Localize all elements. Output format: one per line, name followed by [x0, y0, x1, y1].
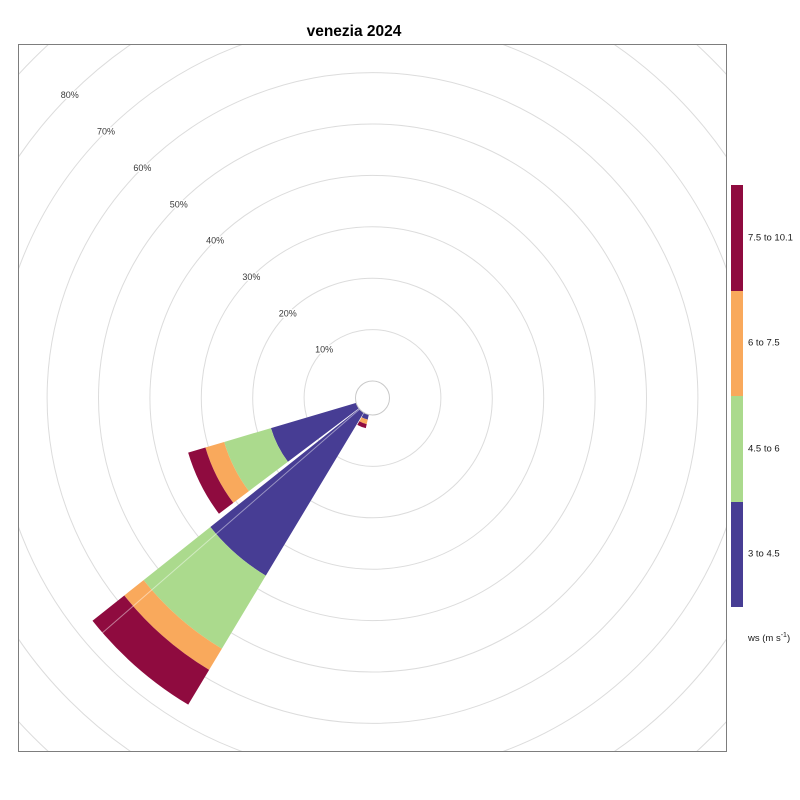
legend-caption-base: ws (m s [748, 633, 781, 645]
wedge-sw-bin3 [92, 595, 210, 705]
rose-svg: 10% 20% 30% 40% 50% 60% 70% 80% [19, 45, 726, 751]
wedge-sw-bin0 [210, 408, 364, 576]
grid-ring [46, 72, 699, 724]
wedge-wsw-bin0 [270, 402, 359, 462]
wedge-ssw-bin2 [359, 417, 368, 425]
wedge-seam-line [102, 408, 360, 634]
grid-ring [200, 226, 545, 570]
calm-circle [355, 380, 390, 416]
legend-swatch [731, 185, 743, 291]
page-title: venezia 2024 [306, 23, 402, 40]
radial-tick-label: 40% [206, 236, 224, 246]
legend-caption-end: ) [786, 633, 791, 645]
grid-ring [303, 329, 442, 467]
legend-label: 3 to 4.5 [748, 548, 780, 560]
legend-caption-sup: -1 [780, 632, 787, 639]
wedge-sw-bin2 [124, 580, 222, 670]
radial-tick-label: 20% [279, 308, 297, 318]
legend-label: 7.5 to 10.1 [748, 232, 793, 244]
legend-swatch [731, 501, 743, 607]
radial-tick-label: 30% [242, 272, 260, 282]
grid-ring [252, 277, 493, 519]
wedge-ssw-bin3 [357, 421, 367, 429]
wedge-sw-bin1 [143, 526, 266, 649]
radial-tick-label: 80% [61, 90, 79, 100]
wedge-wsw-bin2 [205, 441, 249, 503]
grid-ring [149, 174, 596, 622]
radial-tick-label: 50% [170, 199, 188, 209]
wedge-wsw-bin1 [224, 428, 288, 492]
legend-caption: ws (m s-1) [748, 632, 790, 644]
radial-tick-label: 60% [133, 163, 151, 173]
legend-swatch [731, 290, 743, 396]
wedge-wsw-bin3 [188, 447, 234, 514]
radial-tick-label: 10% [315, 345, 333, 355]
legend-label: 6 to 7.5 [748, 337, 780, 349]
radial-tick-label: 70% [97, 127, 115, 137]
plot-area: 10% 20% 30% 40% 50% 60% 70% 80% [18, 44, 727, 752]
grid-ring [98, 123, 647, 673]
legend-label: 4.5 to 6 [748, 443, 780, 455]
legend-swatch [731, 396, 743, 502]
